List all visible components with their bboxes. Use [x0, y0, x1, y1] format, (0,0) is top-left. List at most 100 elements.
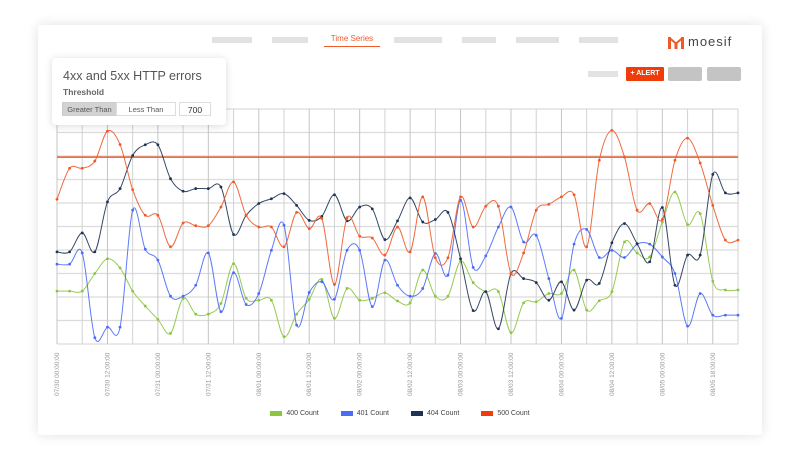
data-point: [459, 257, 462, 261]
data-point: [295, 323, 299, 327]
greater-than-option[interactable]: Greater Than: [62, 102, 117, 116]
data-point: [181, 189, 185, 193]
data-point: [68, 250, 72, 254]
legend-item-500[interactable]: 500 Count: [481, 410, 530, 417]
data-point: [496, 225, 500, 229]
nav-tab-placeholder[interactable]: [462, 37, 496, 43]
data-point: [421, 287, 425, 290]
data-point: [181, 296, 185, 300]
data-point: [55, 250, 59, 254]
data-point: [736, 191, 740, 195]
data-point: [295, 210, 299, 214]
data-point: [534, 208, 538, 212]
data-point: [522, 240, 526, 244]
data-point: [396, 225, 399, 229]
toolbar-button[interactable]: [668, 67, 702, 81]
series-line-500: [56, 129, 739, 285]
data-point: [686, 223, 689, 227]
data-point: [194, 224, 198, 228]
data-point: [143, 247, 147, 251]
data-point: [55, 197, 59, 201]
less-than-option[interactable]: Less Than: [116, 102, 176, 116]
data-point: [736, 313, 740, 317]
data-point: [522, 277, 526, 280]
data-point: [93, 272, 97, 275]
data-point: [522, 301, 526, 305]
data-point: [686, 324, 689, 328]
data-point: [68, 262, 72, 266]
data-point: [560, 280, 563, 284]
data-point: [370, 207, 374, 211]
data-point: [333, 193, 336, 197]
data-point: [522, 251, 526, 255]
data-point: [673, 283, 677, 287]
data-point: [206, 224, 210, 228]
data-point: [433, 218, 437, 221]
data-point: [433, 256, 437, 260]
data-point: [169, 245, 172, 249]
data-point: [408, 250, 412, 254]
data-point: [106, 200, 109, 204]
data-point: [383, 258, 387, 262]
data-point: [131, 188, 135, 192]
nav-tab-placeholder[interactable]: [212, 37, 252, 43]
data-point: [370, 305, 374, 309]
x-tick-label: 07/31 12:00:00: [205, 352, 212, 396]
data-point: [534, 281, 538, 284]
x-tick-label: 07/30 12:00:00: [104, 352, 111, 396]
data-point: [257, 225, 261, 229]
data-point: [257, 202, 261, 205]
data-point: [106, 129, 109, 133]
data-point: [572, 308, 576, 312]
nav-tab-placeholder[interactable]: [272, 37, 308, 43]
series-line-401: [56, 199, 738, 342]
data-point: [282, 192, 286, 196]
data-point: [635, 242, 639, 245]
legend: 400 Count 401 Count 404 Count 500 Count: [0, 410, 800, 417]
threshold-input[interactable]: 700: [179, 102, 211, 116]
nav-tab-placeholder[interactable]: [394, 37, 442, 43]
data-point: [143, 213, 147, 217]
x-tick-label: 07/31 00:00:00: [155, 352, 162, 396]
data-point: [509, 331, 513, 335]
data-point: [345, 216, 349, 220]
data-point: [597, 256, 601, 259]
data-point: [572, 242, 576, 246]
data-point: [93, 250, 97, 254]
data-point: [446, 294, 450, 298]
data-point: [232, 271, 235, 275]
data-point: [68, 166, 72, 170]
legend-item-400[interactable]: 400 Count: [270, 410, 319, 417]
data-point: [585, 308, 589, 312]
nav-tab-placeholder[interactable]: [516, 37, 559, 43]
data-point: [396, 299, 399, 303]
toolbar-placeholder: [588, 71, 618, 77]
data-point: [711, 313, 715, 317]
data-point: [597, 299, 601, 303]
add-alert-button[interactable]: + ALERT: [626, 67, 664, 81]
data-point: [623, 240, 626, 244]
x-tick-label: 08/04 00:00:00: [558, 352, 565, 396]
data-point: [232, 233, 235, 236]
legend-item-404[interactable]: 404 Count: [411, 410, 459, 417]
data-point: [471, 265, 475, 269]
data-point: [648, 202, 652, 205]
data-point: [496, 290, 500, 294]
x-tick-label: 08/01 00:00:00: [256, 352, 263, 396]
data-point: [686, 136, 689, 140]
nav-tab-placeholder[interactable]: [579, 37, 618, 43]
threshold-label: Threshold: [63, 87, 105, 97]
toolbar-button[interactable]: [707, 67, 741, 81]
data-point: [421, 195, 425, 199]
moesif-logo: moesif: [668, 34, 732, 49]
popup-title: 4xx and 5xx HTTP errors: [63, 69, 202, 83]
tab-time-series[interactable]: Time Series: [324, 34, 380, 47]
data-point: [219, 302, 223, 305]
data-point: [80, 289, 84, 293]
x-tick-label: 08/03 00:00:00: [458, 352, 465, 396]
data-point: [610, 290, 614, 294]
data-point: [194, 283, 198, 287]
legend-item-401[interactable]: 401 Count: [340, 410, 389, 417]
legend-swatch: [340, 411, 353, 416]
